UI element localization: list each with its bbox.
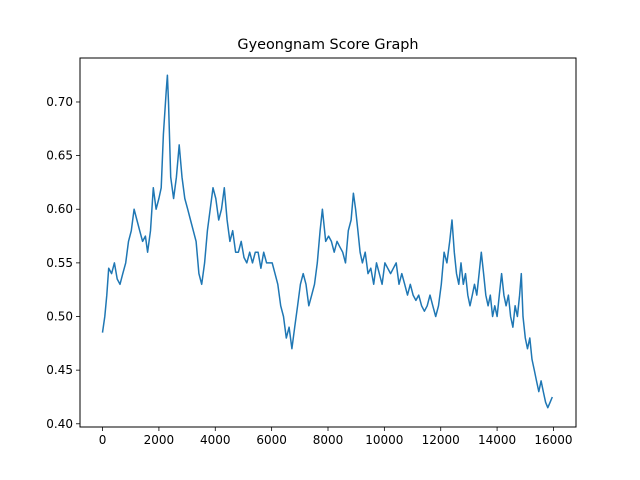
plot-area — [101, 74, 553, 409]
y-tick-label: 0.60 — [46, 202, 73, 216]
y-tick-label: 0.70 — [46, 95, 73, 109]
y-tick-label: 0.45 — [46, 363, 73, 377]
x-tick-label: 4000 — [200, 433, 231, 447]
x-tick-label: 16000 — [534, 433, 572, 447]
x-tick-label: 10000 — [365, 433, 403, 447]
x-tick-label: 6000 — [256, 433, 287, 447]
y-tick-label: 0.55 — [46, 256, 73, 270]
chart-title: Gyeongnam Score Graph — [237, 37, 418, 53]
y-tick-label: 0.50 — [46, 310, 73, 324]
y-tick-label: 0.65 — [46, 149, 73, 163]
x-tick-label: 2000 — [144, 433, 175, 447]
x-tick-label: 12000 — [422, 433, 460, 447]
x-tick-label: 14000 — [478, 433, 516, 447]
series-line-0 — [101, 74, 553, 409]
y-tick-label: 0.40 — [46, 417, 73, 431]
axes: 0 2000 4000 6000 8000 10000 12000 14000 16000 0.4… — [46, 95, 572, 447]
plot-frame — [79, 57, 577, 428]
x-tick-label: 8000 — [313, 433, 344, 447]
x-tick-label: 0 — [99, 433, 107, 447]
